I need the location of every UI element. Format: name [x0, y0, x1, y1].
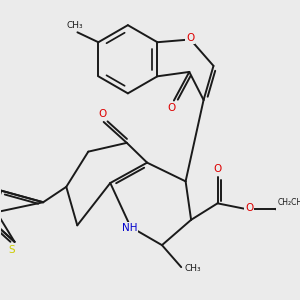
- Text: O: O: [98, 109, 107, 119]
- Text: O: O: [213, 164, 222, 174]
- Text: CH₃: CH₃: [185, 264, 202, 273]
- Text: NH: NH: [122, 223, 137, 233]
- Text: O: O: [167, 103, 175, 113]
- Text: CH₃: CH₃: [66, 21, 83, 30]
- Text: CH₂CH₃: CH₂CH₃: [278, 198, 300, 207]
- Text: O: O: [186, 33, 194, 43]
- Text: S: S: [8, 244, 15, 254]
- Text: O: O: [245, 203, 253, 213]
